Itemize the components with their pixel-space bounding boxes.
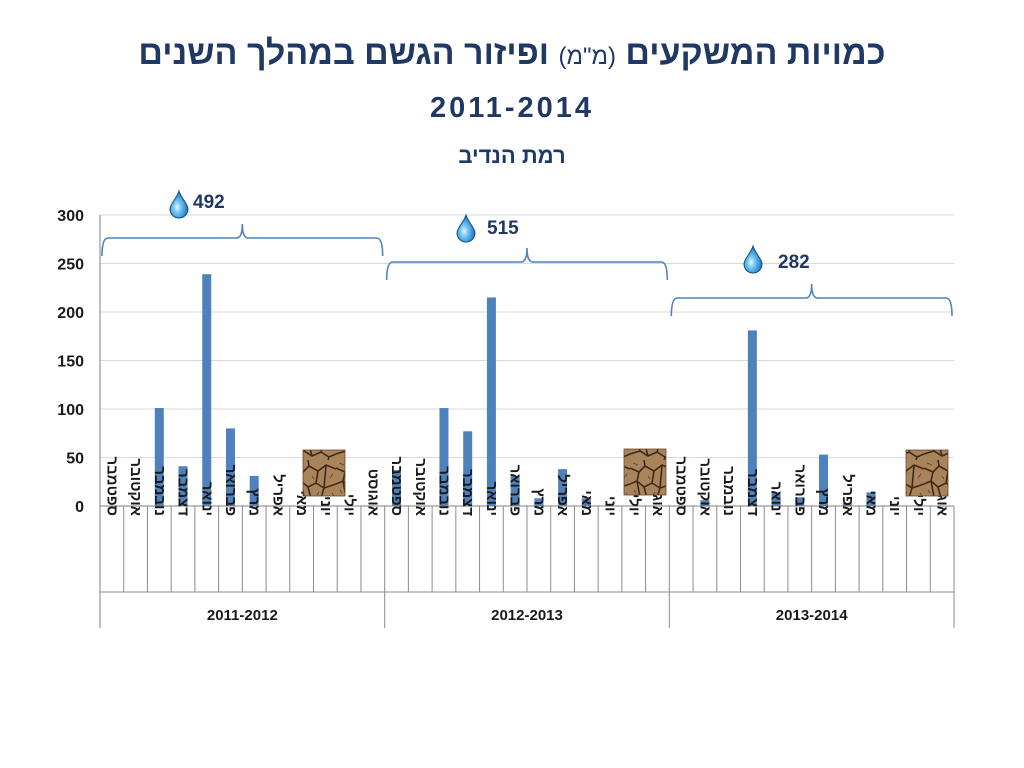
x-tick-label: מרץ [815, 488, 832, 516]
x-tick-label: מאי [863, 490, 880, 516]
bars [154, 274, 876, 506]
bar [842, 503, 852, 506]
x-tick-label: ינואר [198, 482, 215, 516]
bar [178, 466, 188, 506]
group-label: 2012-2013 [491, 607, 563, 624]
chart-subtitle-station: רמת הנדיב [458, 143, 566, 168]
chart-subtitle-years: 2011-2014 [429, 92, 595, 124]
axes: 0 50 100 150 200 250 300 ספטמבר אוקטובר נובמבר דצמ… [57, 208, 955, 628]
x-tick-label: פברואר [791, 465, 808, 516]
bar [249, 475, 259, 506]
x-tick-label: נובמבר [151, 466, 168, 516]
x-tick-label: מאי [293, 490, 310, 516]
x-tick-label: פברואר [222, 465, 239, 516]
bar [225, 428, 235, 506]
x-tick-label: אוגוסט [364, 469, 381, 516]
bar [866, 492, 876, 506]
x-tick-label: אפריל [554, 474, 571, 516]
group-label: 2011-2012 [207, 607, 278, 624]
bar [510, 475, 520, 506]
y-tick-label: 300 [57, 208, 84, 225]
dry-cracked-earth-icon [905, 449, 949, 497]
x-tick-label: נובמבר [436, 466, 453, 516]
x-tick-label: ספטמבר [388, 456, 405, 516]
y-tick-label: 50 [66, 451, 84, 468]
x-tick-label: אוקטובר [127, 458, 144, 516]
water-drop-icon [743, 244, 763, 274]
chart-title: כמויות המשקעים (מ"מ) ופיזור הגשם במהלך ה… [0, 34, 1024, 73]
bar [534, 498, 544, 506]
water-drop-icon [169, 189, 189, 219]
bar [581, 498, 591, 506]
bar [771, 492, 781, 506]
x-tick-label: ספטמבר [673, 456, 690, 516]
x-tick-label: דצמבר [459, 469, 476, 516]
title-main-after: ופיזור הגשם במהלך השנים [138, 34, 550, 72]
y-tick-label: 100 [57, 402, 84, 419]
bar [154, 408, 164, 506]
bar [747, 330, 757, 506]
x-tick-label: דצמבר [175, 469, 192, 516]
bar [392, 470, 402, 506]
x-tick-label: יוני [317, 496, 334, 516]
group-total-label: 492 [193, 192, 225, 213]
x-tick-label: יולי [910, 494, 927, 516]
group-total-label: 515 [487, 218, 519, 239]
bar [795, 497, 805, 506]
dry-cracked-earth-icon [623, 448, 667, 496]
dry-cracked-earth-icon [302, 449, 346, 497]
annotations: 492 515 282 [101, 189, 953, 497]
x-tick-label: מרץ [530, 488, 547, 516]
curly-brace [385, 247, 669, 281]
x-tick-label: אוקטובר [412, 458, 429, 516]
y-tick-label: 150 [57, 354, 84, 371]
x-tick-label: דצמבר [744, 469, 761, 516]
y-tick-label: 0 [75, 499, 84, 516]
x-tick-label: נובמבר [720, 466, 737, 516]
bar [463, 431, 473, 506]
bar [439, 408, 449, 506]
y-tick-label: 200 [57, 305, 84, 322]
x-tick-label: אפריל [269, 474, 286, 516]
title-main-before: כמויות המשקעים [625, 34, 886, 72]
curly-brace [101, 223, 384, 257]
bar [486, 297, 496, 506]
y-tick-label: 250 [57, 257, 84, 274]
x-tick-label: יוני [886, 496, 903, 516]
x-tick-label: מאי [578, 490, 595, 516]
group-total-label: 282 [778, 252, 810, 273]
curly-brace [670, 283, 953, 317]
group-label: 2013-2014 [776, 607, 848, 624]
x-tick-label: אוקטובר [696, 458, 713, 516]
bar [202, 274, 212, 506]
x-tick-label: פברואר [507, 465, 524, 516]
water-drop-icon [456, 213, 476, 243]
bar [700, 500, 710, 506]
x-tick-label: ינואר [483, 482, 500, 516]
x-tick-label: אפריל [839, 474, 856, 516]
title-unit: (מ"מ) [558, 43, 616, 70]
bar [819, 454, 829, 506]
bar [558, 469, 568, 506]
x-tick-label: ינואר [768, 482, 785, 516]
x-tick-label: יולי [625, 494, 642, 516]
x-tick-label: יוני [602, 496, 619, 516]
x-tick-label: ספטמבר [103, 456, 120, 516]
x-tick-label: מרץ [246, 488, 263, 516]
x-tick-label: יולי [341, 494, 358, 516]
